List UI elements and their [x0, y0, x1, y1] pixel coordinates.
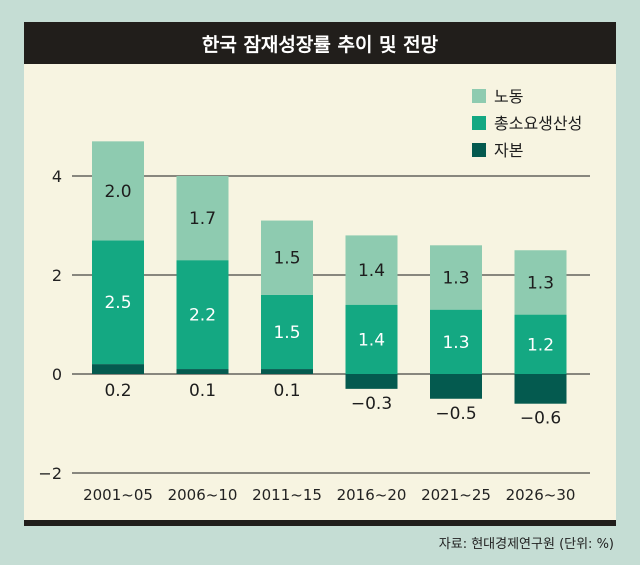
legend-label: 자본: [494, 141, 523, 160]
bar-labor: [345, 235, 398, 305]
y-tick-label: −2: [38, 464, 62, 483]
data-label-labor: 2.0: [104, 182, 131, 202]
y-tick-label: 2: [52, 266, 62, 285]
data-label-tfp: 1.3: [442, 333, 469, 353]
chart-title: 한국 잠재성장률 추이 및 전망: [24, 22, 616, 64]
bar-labor: [514, 250, 567, 315]
bar-tfp: [176, 260, 229, 370]
y-tick-label: 0: [52, 365, 62, 384]
x-tick-label: 2011~15: [252, 486, 322, 504]
bar-labor: [261, 220, 313, 295]
source-note: 자료: 현대경제연구원 (단위: %): [438, 537, 614, 552]
x-tick-label: 2001~05: [83, 486, 153, 504]
data-label-labor: 1.7: [189, 209, 216, 229]
bar-tfp: [430, 309, 482, 374]
data-label-capital: 0.2: [104, 381, 131, 401]
data-label-labor: 1.3: [442, 268, 469, 288]
bottom-bar: [24, 520, 616, 526]
bar-tfp: [345, 304, 398, 374]
legend-swatch: [472, 89, 486, 103]
y-tick-label: 4: [52, 167, 62, 186]
data-label-labor: 1.5: [273, 249, 300, 269]
bar-tfp: [261, 294, 313, 370]
bar-capital: [345, 374, 398, 389]
data-label-tfp: 2.2: [189, 306, 216, 326]
bar-labor: [430, 245, 482, 310]
data-label-tfp: 2.5: [104, 293, 131, 313]
bar-capital: [514, 374, 567, 404]
x-tick-label: 2021~25: [421, 486, 491, 504]
legend-label: 총소요생산성: [494, 114, 582, 133]
bar-capital: [261, 369, 313, 374]
data-label-tfp: 1.5: [273, 323, 300, 343]
legend-swatch: [472, 116, 486, 130]
x-tick-label: 2006~10: [168, 486, 238, 504]
data-label-labor: 1.4: [358, 261, 385, 281]
data-label-tfp: 1.4: [358, 330, 385, 350]
legend-label: 노동: [494, 87, 523, 106]
data-label-capital: −0.3: [351, 394, 392, 414]
x-tick-label: 2016~20: [337, 486, 407, 504]
data-label-capital: 0.1: [189, 381, 216, 401]
bar-tfp: [92, 240, 144, 365]
bar-capital: [430, 374, 482, 399]
legend-swatch: [472, 143, 486, 157]
bar-capital: [92, 364, 144, 374]
bar-capital: [176, 369, 229, 374]
data-label-capital: −0.6: [520, 409, 561, 429]
bar-tfp: [514, 314, 567, 374]
bar-labor: [92, 141, 144, 241]
data-label-capital: 0.1: [273, 381, 300, 401]
x-tick-label: 2026~30: [506, 486, 576, 504]
data-label-labor: 1.3: [527, 273, 554, 293]
bar-labor: [176, 176, 229, 261]
data-label-tfp: 1.2: [527, 335, 554, 355]
data-label-capital: −0.5: [435, 404, 476, 424]
